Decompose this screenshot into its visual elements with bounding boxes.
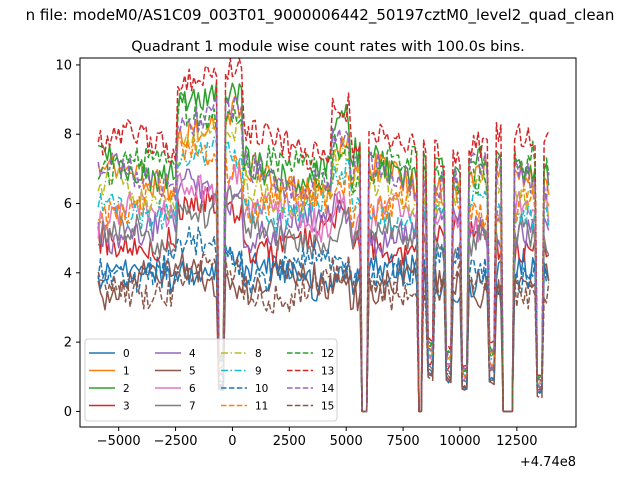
legend-label-2: 2	[123, 383, 130, 395]
series-line-15	[97, 254, 550, 413]
series-line-13	[97, 58, 550, 413]
series-line-4	[97, 168, 550, 413]
x-tick-label: 2500	[273, 434, 306, 449]
legend-label-3: 3	[123, 401, 130, 413]
x-tick-label: 7500	[387, 434, 420, 449]
series-line-11	[97, 135, 550, 413]
legend-label-8: 8	[255, 348, 262, 360]
legend-label-5: 5	[189, 366, 196, 378]
y-tick-label: 6	[64, 197, 72, 212]
x-tick-label: 10000	[439, 434, 480, 449]
series-line-8	[97, 115, 550, 413]
series-line-14	[97, 95, 550, 413]
legend-box	[84, 338, 338, 422]
x-axis: −5000 −2500 0 2500 5000 7500 10000 12500	[97, 427, 538, 449]
legend-label-14: 14	[321, 383, 335, 395]
plot-frame	[79, 57, 577, 428]
y-tick-label: 4	[64, 266, 72, 281]
chart-title: Quadrant 1 module wise count rates with …	[131, 39, 525, 55]
legend-label-10: 10	[255, 383, 268, 395]
series-line-2	[97, 81, 550, 413]
y-tick-label: 8	[64, 128, 72, 143]
legend-label-11: 11	[255, 401, 268, 413]
legend-label-1: 1	[123, 366, 130, 378]
series-line-6	[97, 162, 550, 413]
series-line-12	[97, 90, 550, 413]
legend-label-15: 15	[321, 401, 334, 413]
series-line-5	[97, 251, 550, 413]
legend-label-12: 12	[321, 348, 334, 360]
figure-suptitle: n file: modeM0/AS1C09_003T01_9000006442_…	[26, 6, 615, 25]
x-tick-label: 12500	[496, 434, 537, 449]
x-tick-label: −2500	[154, 434, 198, 449]
legend-label-0: 0	[123, 348, 130, 360]
y-tick-label: 10	[55, 58, 72, 73]
series-layer	[97, 58, 550, 413]
legend-label-7: 7	[189, 401, 196, 413]
legend-label-13: 13	[321, 366, 334, 378]
y-axis: 0 2 4 6 8 10	[55, 58, 80, 420]
y-tick-label: 2	[64, 336, 72, 351]
y-tick-label: 0	[64, 405, 72, 420]
series-line-1	[97, 96, 550, 413]
x-tick-label: 5000	[330, 434, 363, 449]
x-tick-label: −5000	[97, 434, 141, 449]
legend-label-4: 4	[189, 348, 196, 360]
legend-label-9: 9	[255, 366, 262, 378]
legend-label-6: 6	[189, 383, 196, 395]
series-line-10	[97, 226, 550, 413]
x-offset-text: +4.74e8	[520, 455, 576, 470]
x-tick-label: 0	[228, 434, 236, 449]
series-line-7	[97, 185, 550, 413]
